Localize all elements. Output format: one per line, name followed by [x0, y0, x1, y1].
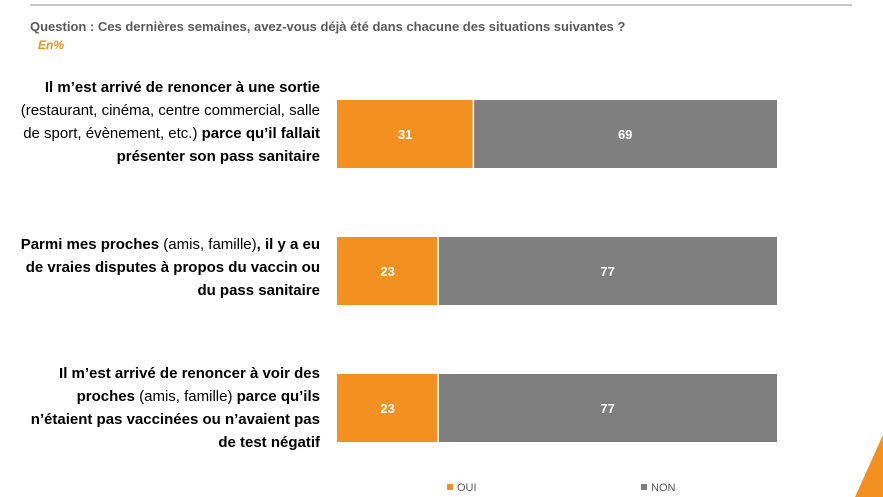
top-rule	[30, 4, 852, 6]
data-label-non: 77	[600, 401, 614, 416]
category-label: Il m’est arrivé de renoncer à une sortie…	[20, 76, 320, 168]
category-label: Parmi mes proches (amis, famille), il y …	[20, 233, 320, 302]
data-label-oui: 31	[398, 127, 412, 142]
category-label-note: (amis, famille)	[163, 236, 257, 253]
category-label-bold: Il m’est arrivé de renoncer à une sortie	[44, 79, 320, 96]
unit-label: En%	[38, 38, 65, 52]
category-label-note: (amis, famille)	[139, 388, 233, 405]
question-title: Question : Ces dernières semaines, avez-…	[30, 19, 626, 34]
data-label-non: 69	[618, 127, 632, 142]
category-label-bold: parce qu’il fallait présenter son pass s…	[116, 125, 320, 165]
legend-label-oui: OUI	[457, 482, 477, 494]
bar-oui	[337, 237, 439, 305]
legend-swatch-non	[641, 484, 647, 490]
bar-non	[438, 237, 777, 305]
category-label-bold: , il y a eu de vraies disputes à propos …	[25, 236, 320, 299]
data-label-oui: 23	[380, 264, 394, 279]
data-label-non: 77	[600, 264, 614, 279]
bar-non	[438, 374, 777, 442]
category-label: Il m’est arrivé de renoncer à voir des p…	[20, 362, 320, 454]
category-label-bold: parce qu’ils n’étaient pas vaccinées ou …	[30, 388, 320, 451]
category-label-bold: Il m’est arrivé de renoncer à voir des p…	[59, 365, 320, 405]
corner-accent	[855, 435, 883, 497]
legend-label-non: NON	[651, 482, 676, 494]
legend-swatch-oui	[447, 484, 453, 490]
bar-non	[473, 100, 777, 168]
bar-oui	[337, 374, 439, 442]
category-label-note: (restaurant, cinéma, centre commercial, …	[20, 102, 320, 142]
bar-oui	[337, 100, 474, 168]
data-label-oui: 23	[380, 401, 394, 416]
category-label-bold: Parmi mes proches	[20, 236, 164, 253]
